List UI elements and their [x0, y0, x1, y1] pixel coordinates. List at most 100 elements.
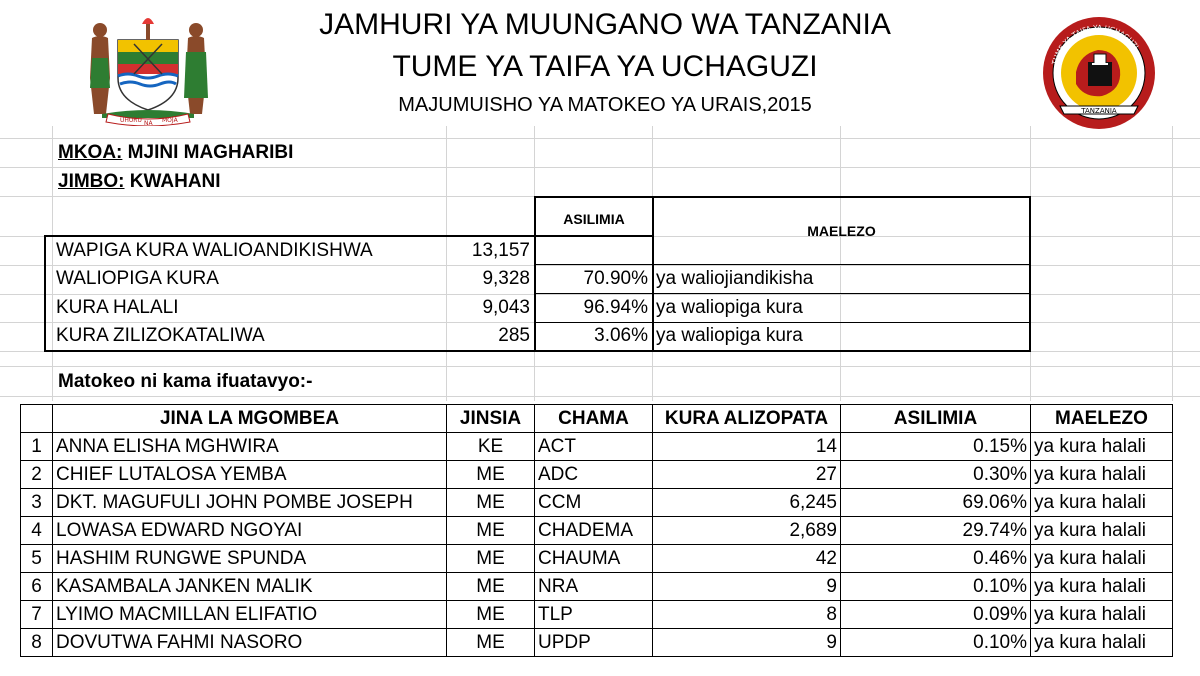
- summary-label: WALIOPIGA KURA: [56, 268, 219, 289]
- motto-right: MOJA: [162, 117, 179, 124]
- maelezo-header: MAELEZO: [807, 223, 876, 239]
- candidate-name: DOVUTWA FAHMI NASORO: [52, 628, 447, 657]
- col-note-header: MAELEZO: [1030, 404, 1173, 433]
- candidate-votes: 9: [652, 628, 841, 657]
- candidate-note: ya kura halali: [1030, 516, 1173, 545]
- candidate-gender: ME: [446, 600, 535, 629]
- results-table: JINA LA MGOMBEA JINSIA CHAMA KURA ALIZOP…: [20, 404, 1173, 657]
- candidate-name: LOWASA EDWARD NGOYAI: [52, 516, 447, 545]
- col-gender-header: JINSIA: [446, 404, 535, 433]
- col-votes-header: KURA ALIZOPATA: [652, 404, 841, 433]
- summary-pct: 70.90%: [583, 268, 648, 289]
- row-number: 2: [20, 460, 53, 489]
- candidate-votes: 6,245: [652, 488, 841, 517]
- title-report: MAJUMUISHO YA MATOKEO YA URAIS,2015: [398, 94, 812, 116]
- candidate-note: ya kura halali: [1030, 544, 1173, 573]
- row-number: 8: [20, 628, 53, 657]
- summary-value: 285: [498, 325, 530, 346]
- candidate-name: CHIEF LUTALOSA YEMBA: [52, 460, 447, 489]
- candidate-note: ya kura halali: [1030, 600, 1173, 629]
- grid-line: [446, 126, 447, 401]
- col-name-header: JINA LA MGOMBEA: [52, 404, 447, 433]
- candidate-party: TLP: [534, 600, 653, 629]
- candidate-pct: 29.74%: [840, 516, 1031, 545]
- motto-left: UHURU: [120, 117, 142, 124]
- box-border: [534, 196, 1031, 198]
- box-border: [44, 235, 536, 237]
- candidate-gender: ME: [446, 544, 535, 573]
- candidate-party: CCM: [534, 488, 653, 517]
- candidate-name: HASHIM RUNGWE SPUNDA: [52, 544, 447, 573]
- grid-line: [52, 126, 53, 401]
- grid-line: [0, 167, 1200, 168]
- candidate-party: ACT: [534, 432, 653, 461]
- summary-value: 13,157: [471, 240, 530, 261]
- motto-mid: NA: [144, 120, 153, 126]
- grid-line: [1172, 126, 1173, 401]
- candidate-pct: 0.09%: [840, 600, 1031, 629]
- candidate-name: DKT. MAGUFULI JOHN POMBE JOSEPH: [52, 488, 447, 517]
- table-row: 8 DOVUTWA FAHMI NASORO ME UPDP 9 0.10% y…: [20, 628, 1173, 657]
- box-border: [534, 322, 1031, 323]
- candidate-party: NRA: [534, 572, 653, 601]
- box-border: [44, 235, 46, 352]
- table-row: 7 LYIMO MACMILLAN ELIFATIO ME TLP 8 0.09…: [20, 600, 1173, 629]
- candidate-pct: 0.30%: [840, 460, 1031, 489]
- candidate-name: KASAMBALA JANKEN MALIK: [52, 572, 447, 601]
- grid-line: [840, 126, 841, 401]
- candidate-votes: 9: [652, 572, 841, 601]
- candidate-pct: 69.06%: [840, 488, 1031, 517]
- title-commission: TUME YA TAIFA YA UCHAGUZI: [392, 50, 818, 83]
- candidate-votes: 14: [652, 432, 841, 461]
- row-number: 6: [20, 572, 53, 601]
- table-row: 1 ANNA ELISHA MGHWIRA KE ACT 14 0.15% ya…: [20, 432, 1173, 461]
- mkoa-value: MJINI MAGHARIBI: [127, 142, 294, 163]
- candidate-note: ya kura halali: [1030, 628, 1173, 657]
- candidate-name: LYIMO MACMILLAN ELIFATIO: [52, 600, 447, 629]
- candidate-pct: 0.46%: [840, 544, 1031, 573]
- candidate-votes: 42: [652, 544, 841, 573]
- candidate-party: CHADEMA: [534, 516, 653, 545]
- candidate-gender: KE: [446, 432, 535, 461]
- row-number: 5: [20, 544, 53, 573]
- coat-of-arms-icon: UHURU NA MOJA: [78, 18, 218, 127]
- box-border: [44, 350, 1031, 352]
- table-row: 2 CHIEF LUTALOSA YEMBA ME ADC 27 0.30% y…: [20, 460, 1173, 489]
- jimbo-row: JIMBO: KWAHANI: [58, 168, 221, 196]
- candidate-party: CHAUMA: [534, 544, 653, 573]
- summary-label: KURA ZILIZOKATALIWA: [56, 325, 265, 346]
- row-number: 1: [20, 432, 53, 461]
- summary-pct: 96.94%: [583, 297, 648, 318]
- candidate-name: ANNA ELISHA MGHWIRA: [52, 432, 447, 461]
- table-header-row: JINA LA MGOMBEA JINSIA CHAMA KURA ALIZOP…: [20, 404, 1173, 433]
- candidate-votes: 2,689: [652, 516, 841, 545]
- candidate-votes: 27: [652, 460, 841, 489]
- asilimia-header: ASILIMIA: [563, 211, 625, 227]
- grid-line: [0, 396, 1200, 397]
- box-border: [652, 196, 654, 352]
- box-border: [534, 293, 1031, 294]
- summary-note: ya waliopiga kura: [656, 297, 803, 318]
- grid-line: [0, 138, 1200, 139]
- row-number: 4: [20, 516, 53, 545]
- candidate-gender: ME: [446, 460, 535, 489]
- candidate-note: ya kura halali: [1030, 432, 1173, 461]
- row-number: 3: [20, 488, 53, 517]
- candidate-pct: 0.10%: [840, 628, 1031, 657]
- candidate-gender: ME: [446, 516, 535, 545]
- box-border: [534, 196, 536, 236]
- candidate-note: ya kura halali: [1030, 488, 1173, 517]
- mkoa-row: MKOA: MJINI MAGHARIBI: [58, 139, 293, 167]
- col-pct-header: ASILIMIA: [840, 404, 1031, 433]
- mkoa-label: MKOA:: [58, 142, 123, 163]
- candidate-party: UPDP: [534, 628, 653, 657]
- table-row: 6 KASAMBALA JANKEN MALIK ME NRA 9 0.10% …: [20, 572, 1173, 601]
- summary-label: WAPIGA KURA WALIOANDIKISHWA: [56, 240, 373, 261]
- col-number-header: [20, 404, 53, 433]
- summary-note: ya waliopiga kura: [656, 325, 803, 346]
- grid-line: [0, 366, 1200, 367]
- box-border: [534, 264, 1031, 265]
- candidate-pct: 0.10%: [840, 572, 1031, 601]
- table-row: 5 HASHIM RUNGWE SPUNDA ME CHAUMA 42 0.46…: [20, 544, 1173, 573]
- candidate-gender: ME: [446, 572, 535, 601]
